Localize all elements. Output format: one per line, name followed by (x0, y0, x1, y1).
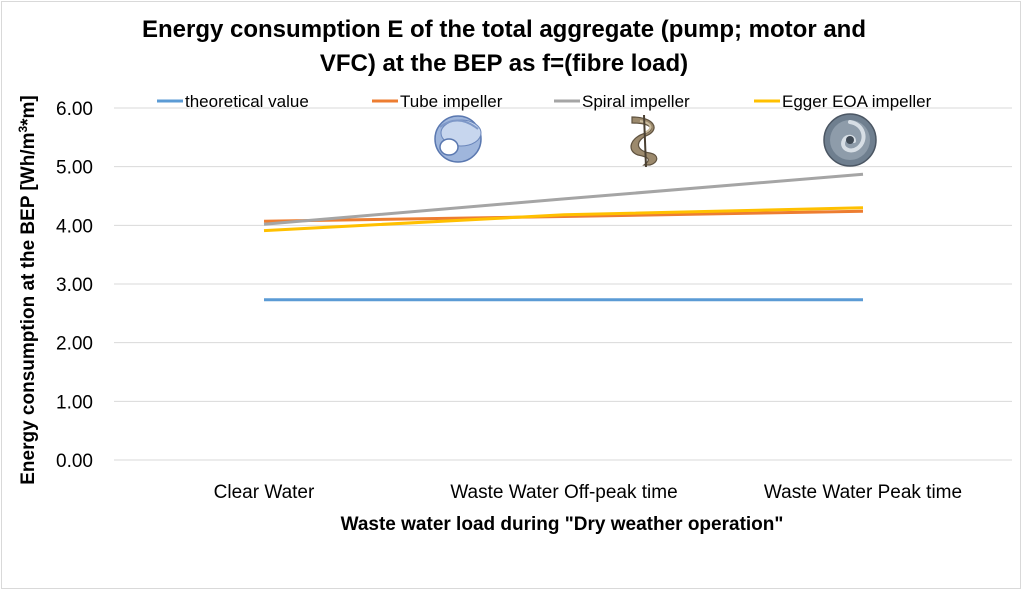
y-axis-title-main: Energy consumption at the BEP [Wh/m (18, 133, 39, 485)
legend-label: theoretical value (185, 92, 309, 111)
chart-title-line-2: VFC) at the BEP as f=(fibre load) (320, 50, 688, 77)
x-tick-label: Waste Water Peak time (764, 482, 962, 503)
x-tick-label: Clear Water (214, 482, 315, 503)
y-tick-label: 2.00 (56, 334, 93, 355)
tube-impeller-icon (434, 115, 482, 163)
y-axis-title: Energy consumption at the BEP [Wh/m3*m] (16, 95, 39, 485)
y-tick-label: 3.00 (56, 275, 93, 296)
spiral-impeller-icon (630, 114, 658, 168)
y-axis-title-tail: *m] (18, 95, 39, 126)
x-axis-title: Waste water load during "Dry weather ope… (341, 514, 784, 535)
y-tick-label: 1.00 (56, 392, 93, 413)
series-line-2 (263, 172, 864, 226)
x-tick-label: Waste Water Off-peak time (450, 482, 677, 503)
legend-label: Spiral impeller (582, 92, 690, 111)
y-tick-label: 6.00 (56, 99, 93, 120)
y-axis-title-sup: 3 (16, 126, 30, 133)
egger-eoa-impeller-icon (823, 113, 877, 167)
series-lines (263, 172, 864, 302)
grid-lines (114, 107, 1012, 461)
y-tick-labels: 0.00 1.00 2.00 3.00 4.00 5.00 6.00 (56, 99, 93, 472)
chart-title-line-1: Energy consumption E of the total aggreg… (142, 16, 866, 43)
legend-label: Egger EOA impeller (782, 92, 932, 111)
series-line-1 (263, 209, 864, 223)
series-line-3 (263, 206, 864, 233)
y-tick-label: 0.00 (56, 451, 93, 472)
legend: theoretical value Tube impeller Spiral imp… (157, 92, 932, 111)
legend-label: Tube impeller (400, 92, 503, 111)
x-tick-labels: Clear Water Waste Water Off-peak time Wast… (214, 482, 962, 503)
y-tick-label: 4.00 (56, 216, 93, 237)
y-tick-label: 5.00 (56, 158, 93, 179)
